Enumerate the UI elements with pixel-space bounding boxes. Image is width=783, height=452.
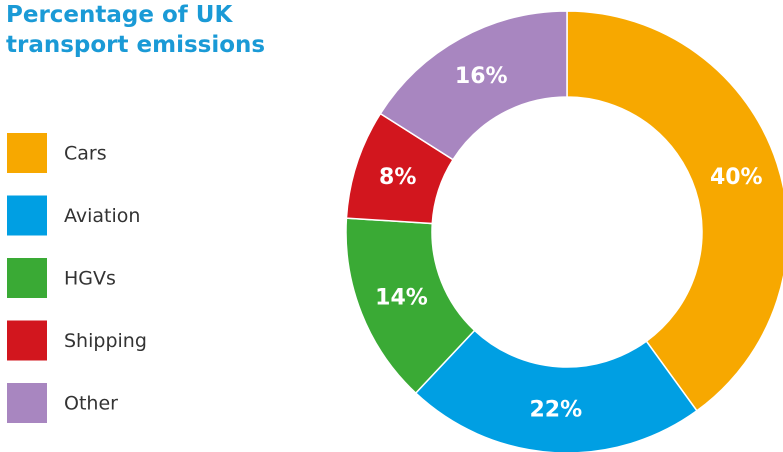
legend-label: Cars [64,143,107,165]
donut-segment [414,329,698,452]
donut-segment [566,10,783,412]
legend-swatch [7,133,47,173]
value-label: 40% [710,165,763,190]
chart-title: Percentage of UK transport emissions [6,2,266,58]
legend-swatch [7,195,47,236]
donut-segment [379,10,568,161]
legend-label: Other [64,393,118,415]
legend-label: Shipping [64,330,147,352]
legend-swatch [7,258,47,298]
legend-swatch [7,320,47,361]
value-label: 22% [529,398,582,423]
value-label: 14% [375,286,428,311]
value-label: 16% [455,64,508,89]
value-label: 8% [379,165,416,190]
legend-swatch [7,383,47,423]
legend-label: HGVs [64,268,116,290]
legend-label: Aviation [64,205,140,227]
